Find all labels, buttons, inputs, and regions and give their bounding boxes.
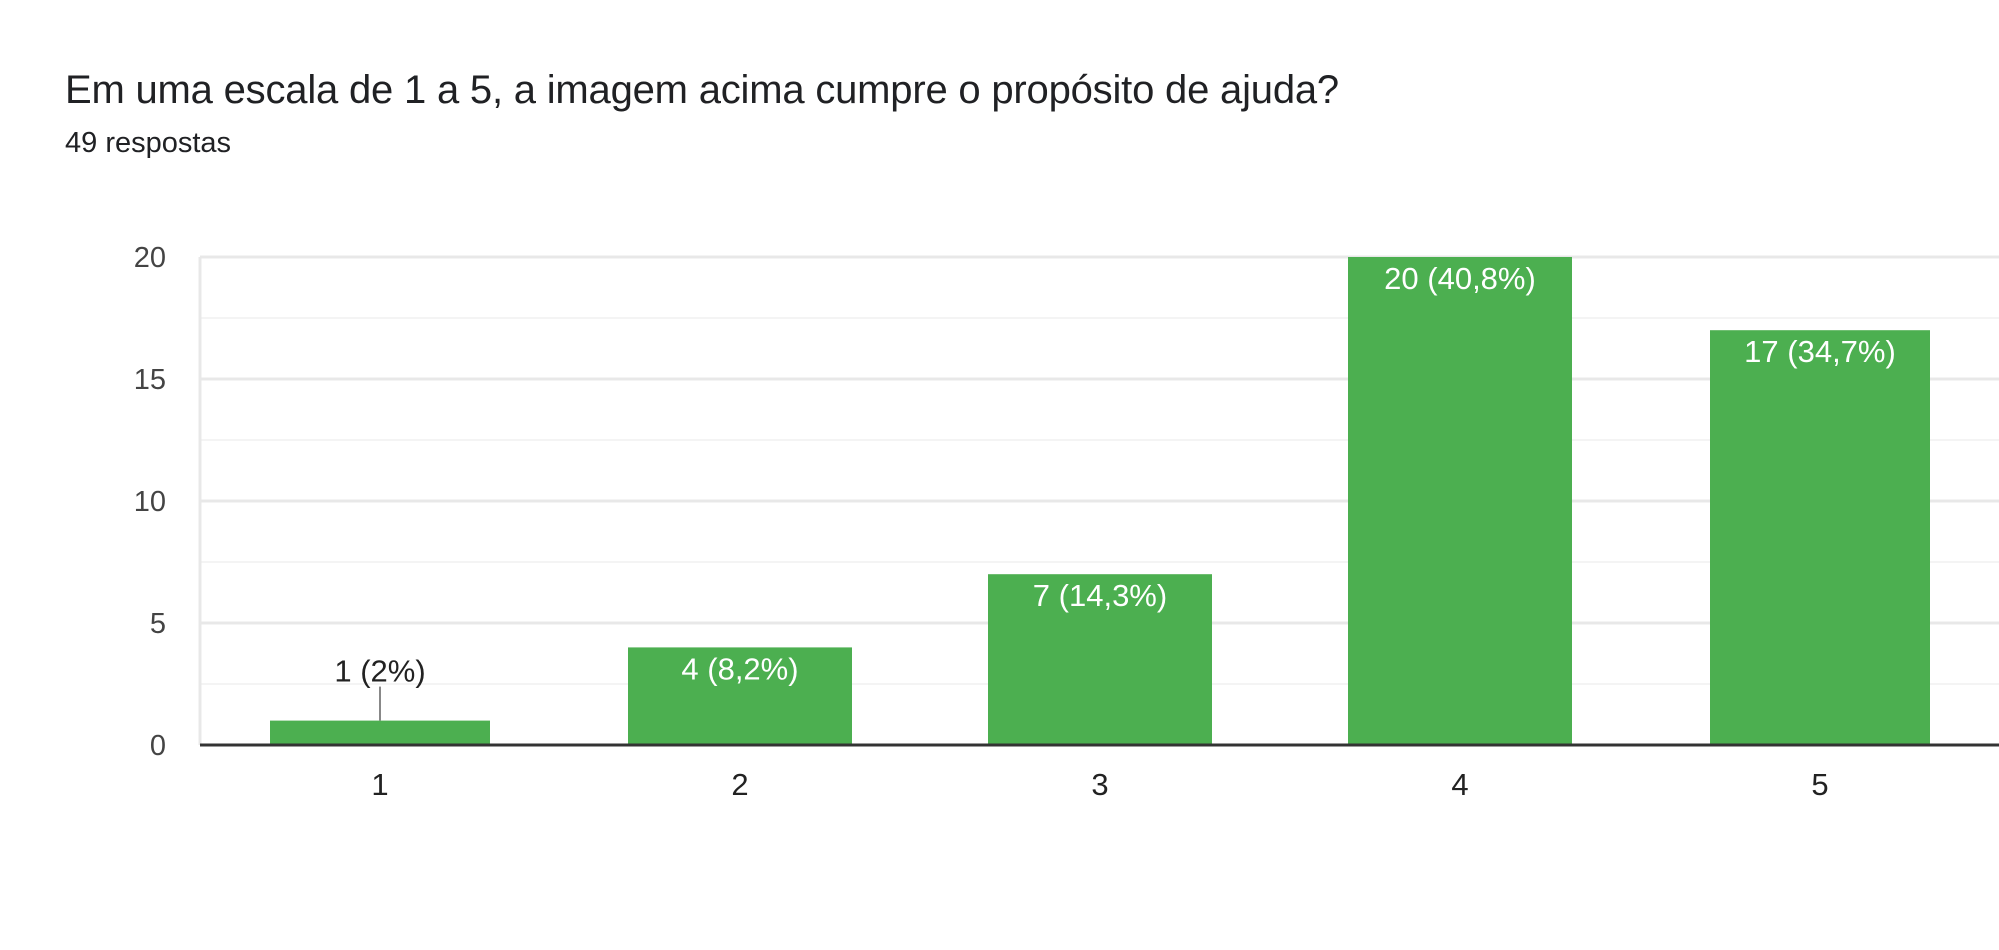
y-tick-label: 15: [134, 364, 166, 396]
x-category-label: 2: [731, 767, 748, 802]
data-label: 1 (2%): [334, 654, 425, 689]
x-category-label: 5: [1811, 767, 1828, 802]
x-category-label: 1: [371, 767, 388, 802]
response-count: 49 respostas: [65, 127, 232, 159]
x-category-label: 4: [1451, 767, 1468, 802]
data-label: 17 (34,7%): [1744, 334, 1896, 369]
y-tick-label: 10: [134, 486, 166, 518]
y-tick-label: 0: [150, 730, 166, 762]
data-label: 7 (14,3%): [1033, 578, 1167, 613]
bar-3: [988, 574, 1212, 745]
bar-4: [1348, 257, 1572, 745]
chart-title: Em uma escala de 1 a 5, a imagem acima c…: [65, 68, 1339, 112]
data-label: 20 (40,8%): [1384, 261, 1536, 296]
bar-2: [628, 647, 852, 745]
y-tick-label: 5: [150, 608, 166, 640]
bar-1: [270, 720, 490, 745]
x-category-label: 3: [1091, 767, 1108, 802]
bar-5: [1710, 330, 1930, 745]
chart-header: Em uma escala de 1 a 5, a imagem acima c…: [65, 68, 1339, 160]
y-tick-label: 20: [134, 242, 166, 274]
data-label: 4 (8,2%): [681, 651, 798, 686]
